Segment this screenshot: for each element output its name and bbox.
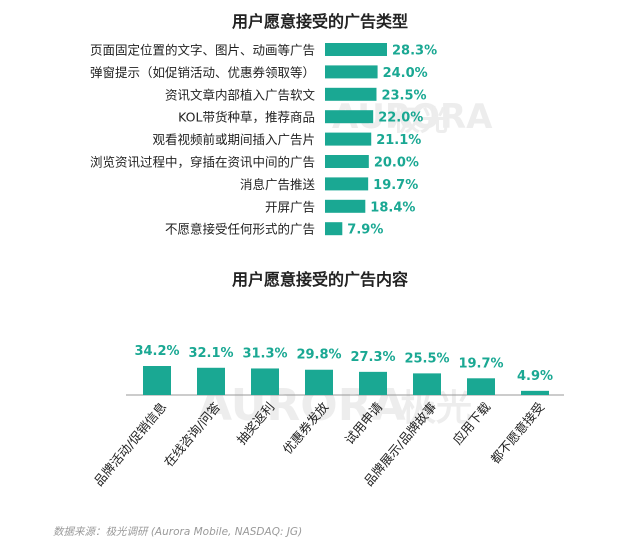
v-bar-category-label: 在线咨询/问答 [161,399,224,470]
v-bar-value-label: 19.7% [458,356,503,371]
h-bar [325,222,343,236]
v-bar [197,367,225,395]
h-bar [325,199,366,213]
v-bar-value-label: 29.8% [296,348,341,363]
h-bar-category-label: KOL带货种草，推荐商品 [178,110,315,125]
h-bar-category-label: 不愿意接受任何形式的广告 [165,222,315,237]
v-bar [251,368,279,395]
h-bar [325,155,369,168]
chart-2-title: 用户愿意接受的广告内容 [232,270,408,289]
h-bar [325,65,378,79]
h-bar [325,110,374,124]
v-bar [467,378,495,395]
v-bar-category-label: 品牌活动/促销信息 [91,399,169,488]
v-bar [359,371,387,395]
h-bar-category-label: 浏览资讯过程中，穿插在资讯中间的广告 [90,155,315,170]
v-bar-value-label: 34.2% [134,344,179,359]
v-bar [143,366,171,395]
v-bar-value-label: 25.5% [404,351,449,366]
source-note: 数据来源：极光调研 (Aurora Mobile, NASDAQ: JG) [53,526,303,538]
v-bar-category-label: 都不愿意接受 [488,399,548,466]
h-bar-value-label: 28.3% [392,44,437,59]
h-bar-category-label: 开屏广告 [265,199,315,214]
h-bar-value-label: 20.0% [374,156,419,171]
h-bar-value-label: 19.7% [373,178,418,193]
chart-2-bars: 34.2%品牌活动/促销信息32.1%在线咨询/问答31.3%抽奖返利29.8%… [91,344,553,489]
h-bar-category-label: 观看视频前或期间插入广告片 [152,132,315,147]
watermark-cjk-top: 极光 [392,104,448,137]
h-bar-value-label: 22.0% [378,111,423,126]
h-bar-category-label: 消息广告推送 [240,177,316,192]
h-bar-value-label: 7.9% [347,223,383,238]
v-bar-value-label: 31.3% [242,346,287,361]
v-bar-value-label: 4.9% [517,369,553,384]
h-bar-value-label: 24.0% [383,66,428,81]
h-bar-category-label: 弹窗提示（如促销活动、优惠券领取等） [90,65,315,80]
h-bar [325,177,369,191]
v-bar [521,390,549,395]
h-bar-value-label: 21.1% [376,133,421,148]
v-bar [413,373,441,395]
h-bar-category-label: 页面固定位置的文字、图片、动画等广告 [90,43,315,58]
v-bar-value-label: 27.3% [350,350,395,365]
h-bar [325,43,387,56]
h-bar [325,132,372,146]
v-bar [305,369,333,395]
h-bar [325,87,377,101]
chart-1-title: 用户愿意接受的广告类型 [232,12,408,31]
h-bar-category-label: 资讯文章内部植入广告软文 [165,87,316,102]
chart-1-bars: 页面固定位置的文字、图片、动画等广告 28.3% 弹窗提示（如促销活动、优惠券领取等… [90,43,437,238]
v-bar-value-label: 32.1% [188,346,233,361]
h-bar-value-label: 23.5% [381,88,426,103]
h-bar-value-label: 18.4% [370,200,415,215]
